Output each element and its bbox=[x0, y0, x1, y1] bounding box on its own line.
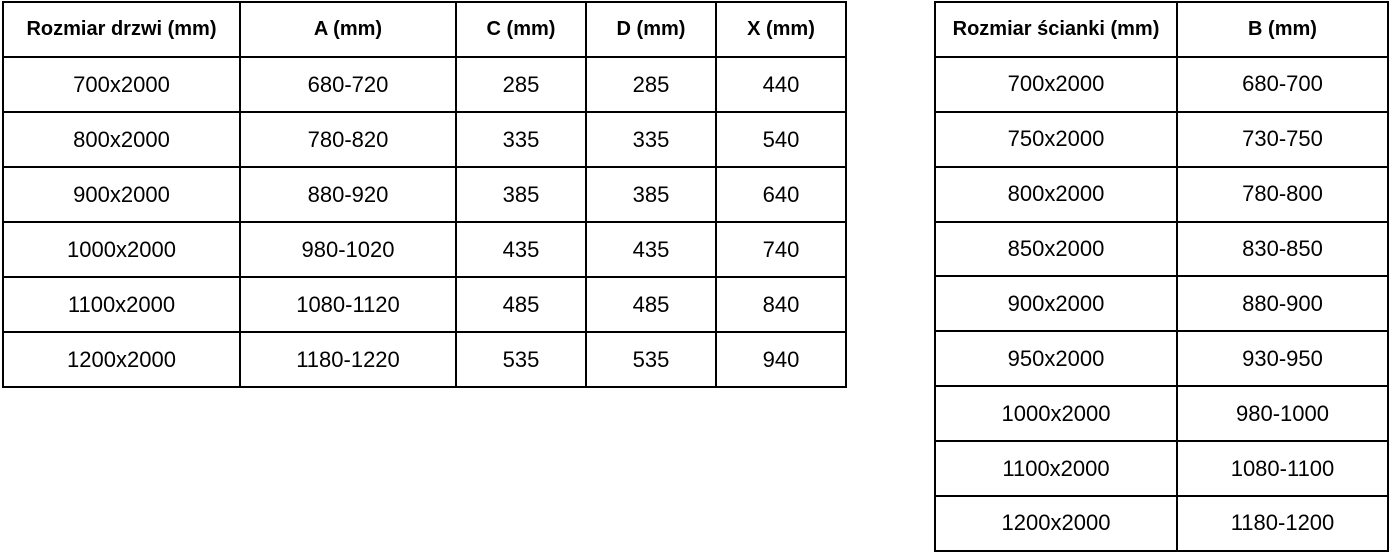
cell-wall-size: 750x2000 bbox=[934, 110, 1178, 168]
cell-x: 740 bbox=[715, 221, 847, 278]
cell-wall-size: 700x2000 bbox=[934, 55, 1178, 113]
table-row: 1100x2000 1080-1120 485 485 840 bbox=[2, 276, 847, 333]
cell-door-size: 900x2000 bbox=[2, 166, 241, 223]
column-header-x: X (mm) bbox=[715, 1, 847, 58]
doors-table-container: Rozmiar drzwi (mm) A (mm) C (mm) D (mm) … bbox=[2, 1, 847, 388]
doors-table-head: Rozmiar drzwi (mm) A (mm) C (mm) D (mm) … bbox=[2, 1, 847, 58]
cell-c: 385 bbox=[455, 166, 587, 223]
cell-x: 640 bbox=[715, 166, 847, 223]
table-row: 1100x2000 1080-1100 bbox=[934, 440, 1389, 498]
column-header-door-size: Rozmiar drzwi (mm) bbox=[2, 1, 241, 58]
cell-c: 285 bbox=[455, 56, 587, 113]
wall-table-head: Rozmiar ścianki (mm) B (mm) bbox=[934, 1, 1389, 58]
wall-table-body: 700x2000 680-700 750x2000 730-750 800x20… bbox=[934, 55, 1389, 552]
cell-a: 680-720 bbox=[239, 56, 457, 113]
cell-d: 335 bbox=[585, 111, 717, 168]
table-row: 700x2000 680-720 285 285 440 bbox=[2, 56, 847, 113]
cell-b: 880-900 bbox=[1176, 275, 1389, 333]
cell-x: 840 bbox=[715, 276, 847, 333]
table-row: 900x2000 880-900 bbox=[934, 275, 1389, 333]
cell-d: 385 bbox=[585, 166, 717, 223]
table-row: 850x2000 830-850 bbox=[934, 220, 1389, 278]
cell-door-size: 1200x2000 bbox=[2, 331, 241, 388]
cell-wall-size: 900x2000 bbox=[934, 275, 1178, 333]
table-row: 1000x2000 980-1000 bbox=[934, 385, 1389, 443]
wall-table-container: Rozmiar ścianki (mm) B (mm) 700x2000 680… bbox=[934, 1, 1389, 552]
cell-b: 930-950 bbox=[1176, 330, 1389, 388]
cell-b: 830-850 bbox=[1176, 220, 1389, 278]
cell-c: 535 bbox=[455, 331, 587, 388]
cell-b: 1180-1200 bbox=[1176, 495, 1389, 552]
wall-dimensions-table: Rozmiar ścianki (mm) B (mm) 700x2000 680… bbox=[934, 1, 1389, 552]
table-row: 750x2000 730-750 bbox=[934, 110, 1389, 168]
cell-x: 440 bbox=[715, 56, 847, 113]
cell-c: 435 bbox=[455, 221, 587, 278]
cell-d: 285 bbox=[585, 56, 717, 113]
table-row: 1200x2000 1180-1220 535 535 940 bbox=[2, 331, 847, 388]
table-header-row: Rozmiar drzwi (mm) A (mm) C (mm) D (mm) … bbox=[2, 1, 847, 58]
cell-wall-size: 1200x2000 bbox=[934, 495, 1178, 552]
table-row: 1000x2000 980-1020 435 435 740 bbox=[2, 221, 847, 278]
cell-wall-size: 1100x2000 bbox=[934, 440, 1178, 498]
doors-table-body: 700x2000 680-720 285 285 440 800x2000 78… bbox=[2, 56, 847, 388]
cell-x: 940 bbox=[715, 331, 847, 388]
cell-c: 335 bbox=[455, 111, 587, 168]
cell-door-size: 700x2000 bbox=[2, 56, 241, 113]
table-row: 700x2000 680-700 bbox=[934, 55, 1389, 113]
column-header-wall-size: Rozmiar ścianki (mm) bbox=[934, 1, 1178, 58]
cell-x: 540 bbox=[715, 111, 847, 168]
cell-a: 780-820 bbox=[239, 111, 457, 168]
cell-wall-size: 800x2000 bbox=[934, 165, 1178, 223]
cell-c: 485 bbox=[455, 276, 587, 333]
cell-door-size: 1000x2000 bbox=[2, 221, 241, 278]
cell-door-size: 1100x2000 bbox=[2, 276, 241, 333]
cell-a: 980-1020 bbox=[239, 221, 457, 278]
cell-wall-size: 950x2000 bbox=[934, 330, 1178, 388]
table-row: 800x2000 780-800 bbox=[934, 165, 1389, 223]
column-header-b: B (mm) bbox=[1176, 1, 1389, 58]
cell-a: 1080-1120 bbox=[239, 276, 457, 333]
cell-b: 780-800 bbox=[1176, 165, 1389, 223]
cell-b: 980-1000 bbox=[1176, 385, 1389, 443]
cell-a: 880-920 bbox=[239, 166, 457, 223]
table-row: 950x2000 930-950 bbox=[934, 330, 1389, 388]
table-row: 1200x2000 1180-1200 bbox=[934, 495, 1389, 552]
cell-door-size: 800x2000 bbox=[2, 111, 241, 168]
column-header-a: A (mm) bbox=[239, 1, 457, 58]
cell-b: 1080-1100 bbox=[1176, 440, 1389, 498]
door-dimensions-table: Rozmiar drzwi (mm) A (mm) C (mm) D (mm) … bbox=[2, 1, 847, 388]
cell-b: 680-700 bbox=[1176, 55, 1389, 113]
column-header-d: D (mm) bbox=[585, 1, 717, 58]
cell-b: 730-750 bbox=[1176, 110, 1389, 168]
cell-a: 1180-1220 bbox=[239, 331, 457, 388]
column-header-c: C (mm) bbox=[455, 1, 587, 58]
cell-wall-size: 850x2000 bbox=[934, 220, 1178, 278]
cell-d: 485 bbox=[585, 276, 717, 333]
cell-d: 435 bbox=[585, 221, 717, 278]
table-header-row: Rozmiar ścianki (mm) B (mm) bbox=[934, 1, 1389, 58]
table-row: 900x2000 880-920 385 385 640 bbox=[2, 166, 847, 223]
table-row: 800x2000 780-820 335 335 540 bbox=[2, 111, 847, 168]
cell-d: 535 bbox=[585, 331, 717, 388]
cell-wall-size: 1000x2000 bbox=[934, 385, 1178, 443]
